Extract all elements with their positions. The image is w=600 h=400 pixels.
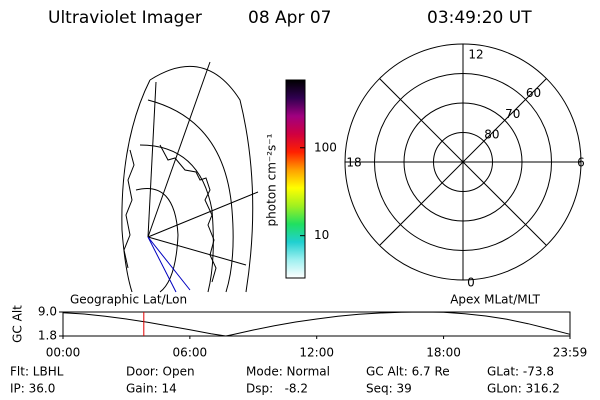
status-field: Mode: Normal (246, 365, 330, 379)
latitude-line (139, 144, 214, 293)
mlt-label: 0 (467, 276, 475, 290)
y-tick-label: 9.0 (38, 305, 57, 319)
status-field: Seq: 39 (366, 382, 412, 396)
x-tick-label: 00:00 (46, 346, 81, 360)
status-field: GC Alt: 6.7 Re (366, 365, 450, 379)
altitude-strip: GC Alt Geographic Lat/Lon Apex MLat/MLT … (11, 293, 588, 360)
annotation: Geographic Lat/Lon (70, 293, 187, 307)
lat-circle (344, 43, 582, 281)
colorbar-tick-label: 100 (314, 140, 337, 154)
status-panel: Flt: LBHL Door: Open Mode: Normal GC Alt: 6… (10, 365, 560, 396)
latitude-line (147, 99, 234, 293)
status-field: Door: Open (126, 365, 195, 379)
altitude-line (62, 311, 571, 337)
lat-circle (374, 73, 552, 251)
x-tick-label: 06:00 (173, 346, 208, 360)
status-field: Flt: LBHL (10, 365, 64, 379)
lat-label: 70 (505, 107, 520, 121)
colorbar-label: photon cm⁻²s⁻¹ (265, 133, 279, 226)
meridian (147, 81, 157, 238)
lat-circle (403, 102, 523, 222)
strip-frame (62, 311, 571, 337)
mlt-line (379, 78, 547, 246)
lat-circle (433, 132, 493, 192)
status-field: GLat: -73.8 (487, 365, 554, 379)
meridian (147, 236, 191, 291)
coastline (123, 144, 217, 283)
mlt-label: 12 (468, 48, 483, 62)
time: 03:49:20 UT (427, 8, 532, 28)
status-field: Dsp: -8.2 (246, 382, 308, 396)
annotation: Apex MLat/MLT (450, 293, 540, 307)
x-tick-label: 18:00 (426, 346, 461, 360)
meridian (147, 236, 247, 266)
colorbar-fill (285, 79, 306, 279)
meridian (147, 61, 211, 238)
mlt-label: 18 (346, 156, 361, 170)
meridian (147, 236, 177, 293)
status-field: IP: 36.0 (10, 382, 55, 396)
y-tick-label: 1.8 (38, 329, 57, 343)
meridian (147, 191, 259, 238)
colorbar: photon cm⁻²s⁻¹ 10 100 (265, 79, 337, 279)
geographic-map (121, 61, 259, 293)
x-tick-label: 12:00 (299, 346, 334, 360)
date: 08 Apr 07 (248, 8, 331, 28)
latitude-line (135, 188, 179, 293)
colorbar-tick-label: 10 (314, 228, 329, 242)
lat-label: 80 (484, 128, 499, 142)
lat-label: 60 (526, 86, 541, 100)
limb (121, 79, 151, 293)
title: Ultraviolet Imager (48, 8, 202, 28)
map-boundary (149, 65, 254, 293)
x-tick-label: 23:59 (553, 346, 588, 360)
y-label: GC Alt (11, 305, 25, 343)
status-field: Gain: 14 (126, 382, 177, 396)
status-field: GLon: 316.2 (487, 382, 560, 396)
